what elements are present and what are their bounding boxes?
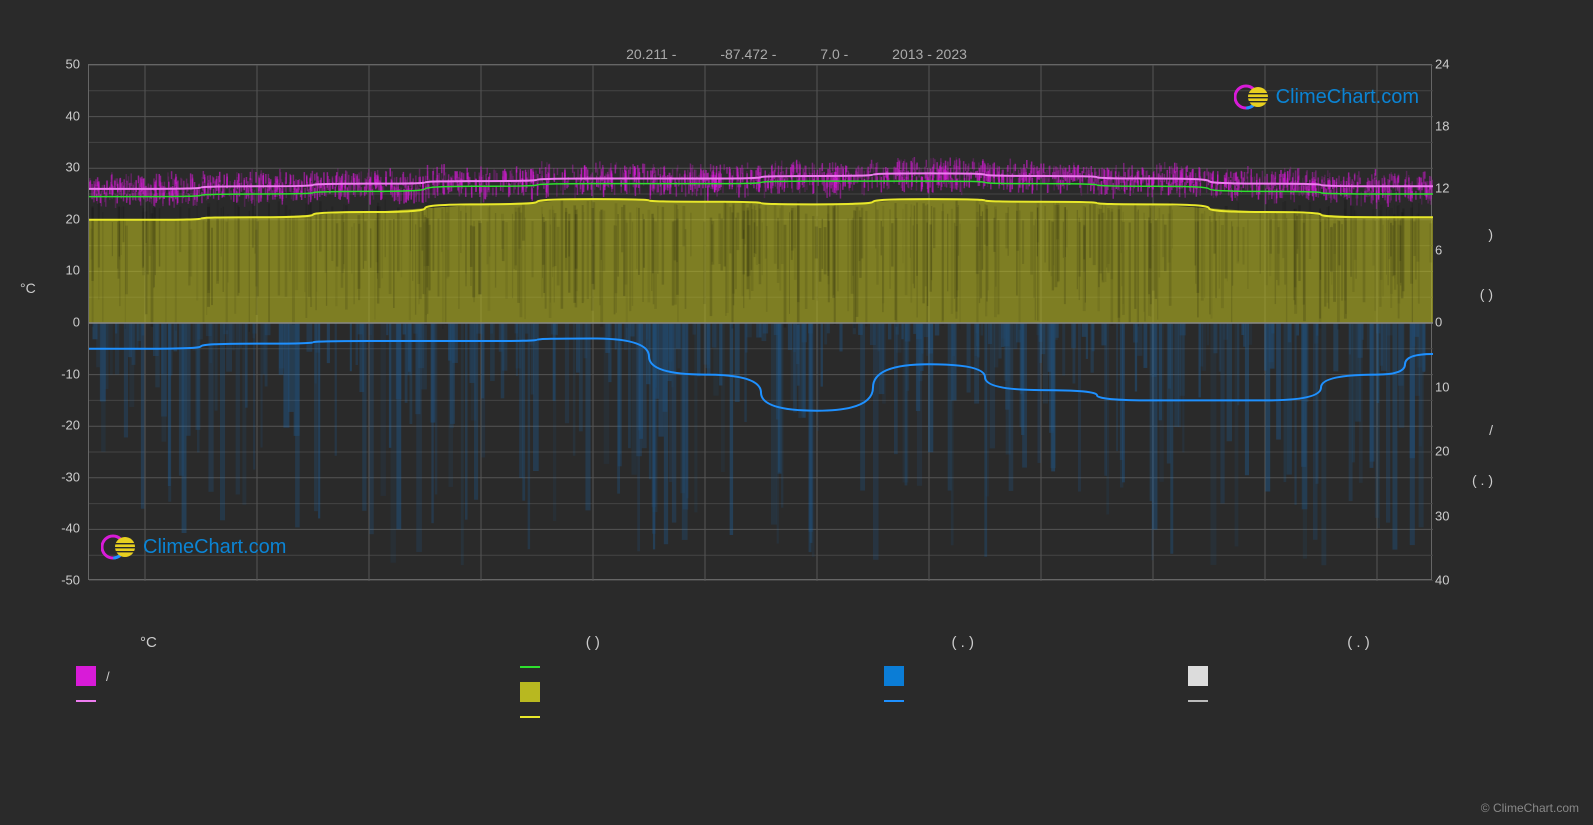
legend-swatch xyxy=(520,666,540,668)
chart-header: 20.211 - -87.472 - 7.0 - 2013 - 2023 xyxy=(0,46,1593,62)
ytick-left: -20 xyxy=(50,418,80,433)
ytick-right: 40 xyxy=(1435,573,1465,588)
logo-icon xyxy=(101,533,137,561)
watermark-bottom: ClimeChart.com xyxy=(101,533,286,561)
legend-swatch xyxy=(1188,700,1208,702)
ytick-right: 6 xyxy=(1435,242,1465,257)
ytick-left: 50 xyxy=(50,57,80,72)
legend-column: / xyxy=(76,666,110,702)
legend-swatch xyxy=(76,700,96,702)
ytick-left: -50 xyxy=(50,573,80,588)
lat-value: 20.211 - xyxy=(626,46,676,62)
right-axis-label: / xyxy=(1489,422,1493,438)
ytick-left: -30 xyxy=(50,469,80,484)
legend-swatch xyxy=(520,716,540,718)
legend-header: ( . ) xyxy=(832,634,1198,651)
legend-item xyxy=(76,700,110,702)
legend-swatch xyxy=(884,700,904,702)
copyright: © ClimeChart.com xyxy=(1481,801,1579,815)
chart-svg xyxy=(89,65,1433,581)
ytick-left: 20 xyxy=(50,211,80,226)
legend-swatch xyxy=(1188,666,1208,686)
legend-item xyxy=(884,666,914,686)
legend-swatch xyxy=(884,666,904,686)
legend-column xyxy=(520,666,550,718)
lon-value: -87.472 - xyxy=(720,46,776,62)
legend-item xyxy=(520,716,550,718)
watermark-text: ClimeChart.com xyxy=(1276,86,1419,109)
legend-swatch xyxy=(76,666,96,686)
legend-item xyxy=(520,682,550,702)
ytick-left: 10 xyxy=(50,263,80,278)
years-value: 2013 - 2023 xyxy=(892,46,967,62)
y-axis-label-left: °C xyxy=(20,280,36,296)
climate-chart: ClimeChart.com ClimeChart.com xyxy=(88,64,1432,580)
ytick-left: 30 xyxy=(50,160,80,175)
ytick-right: 12 xyxy=(1435,180,1465,195)
ytick-right: 10 xyxy=(1435,379,1465,394)
ytick-right: 18 xyxy=(1435,118,1465,133)
elev-value: 7.0 - xyxy=(820,46,848,62)
legend-swatch xyxy=(520,682,540,702)
watermark-top: ClimeChart.com xyxy=(1234,83,1419,111)
ytick-right: 24 xyxy=(1435,57,1465,72)
legend-label: / xyxy=(106,669,110,684)
legend-header: °C xyxy=(0,634,386,651)
ytick-right: 20 xyxy=(1435,444,1465,459)
legend-item xyxy=(1188,666,1218,686)
legend-item xyxy=(884,700,914,702)
legend-header: ( ) xyxy=(386,634,832,651)
legend-item xyxy=(520,666,550,668)
ytick-left: 40 xyxy=(50,108,80,123)
ytick-left: 0 xyxy=(50,315,80,330)
ytick-left: -10 xyxy=(50,366,80,381)
ytick-right: 30 xyxy=(1435,508,1465,523)
legend-item: / xyxy=(76,666,110,686)
logo-icon xyxy=(1234,83,1270,111)
legend-item xyxy=(1188,700,1218,702)
ytick-right: 0 xyxy=(1435,315,1465,330)
right-axis-label: ( ) xyxy=(1480,286,1493,302)
legend-column xyxy=(1188,666,1218,702)
watermark-text: ClimeChart.com xyxy=(143,536,286,559)
legend-headers: °C ( ) ( . ) ( . ) xyxy=(0,634,1593,651)
right-axis-label: ( . ) xyxy=(1472,472,1493,488)
legend-column xyxy=(884,666,914,702)
ytick-left: -40 xyxy=(50,521,80,536)
legend-header: ( . ) xyxy=(1197,634,1593,651)
right-axis-label: ) xyxy=(1488,226,1493,242)
